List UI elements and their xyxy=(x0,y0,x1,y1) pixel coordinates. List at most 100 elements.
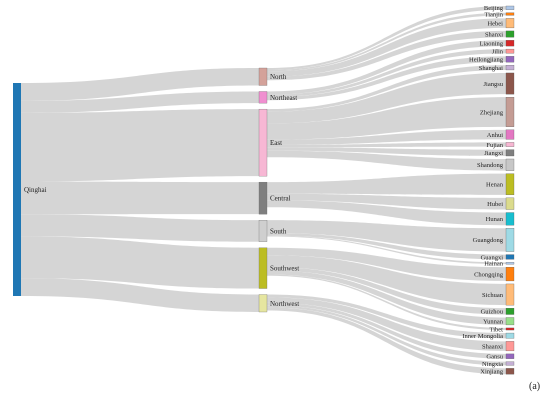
link-northeast-heilongjiang xyxy=(267,56,506,101)
node-south xyxy=(258,220,268,242)
link-east-shanghai xyxy=(267,65,506,112)
node-heilongjiang xyxy=(505,56,515,63)
node-hunan xyxy=(505,212,515,226)
link-east-zhejiang xyxy=(267,97,506,140)
label-central: Central xyxy=(270,195,291,203)
label-qinghai: Qinghai xyxy=(24,186,47,194)
link-qinghai-northwest xyxy=(21,278,259,312)
label-yunnan: Yunnan xyxy=(483,319,504,326)
label-hainan: Hainan xyxy=(484,261,504,268)
node-qinghai xyxy=(13,83,21,296)
node-yunnan xyxy=(505,317,515,326)
label-guangxi: Guangxi xyxy=(481,254,504,261)
link-qinghai-south xyxy=(21,214,259,242)
node-zhejiang xyxy=(505,97,515,127)
node-chongqing xyxy=(505,267,515,282)
label-guizhou: Guizhou xyxy=(481,309,504,316)
label-tibet: Tibet xyxy=(490,326,504,333)
label-north: North xyxy=(270,73,287,81)
link-central-hubei xyxy=(267,193,506,210)
label-jiangsu: Jiangsu xyxy=(484,81,504,88)
node-hebei xyxy=(505,18,515,29)
links-layer xyxy=(21,6,506,375)
link-east-fujian xyxy=(267,142,506,148)
link-northwest-xinjiang xyxy=(267,307,506,375)
label-tianjin: Tianjin xyxy=(484,11,503,18)
node-beijing xyxy=(505,5,515,10)
node-guangdong xyxy=(505,228,515,252)
link-qinghai-central xyxy=(21,181,259,215)
label-inner-mongolia: Inner Mongolia xyxy=(462,333,503,340)
link-qinghai-northeast xyxy=(21,91,259,113)
label-heilongjiang: Heilongjiang xyxy=(469,57,504,64)
label-chongqing: Chongqing xyxy=(474,271,504,278)
node-guizhou xyxy=(505,307,515,315)
label-southwest: Southwest xyxy=(270,265,299,273)
node-fujian xyxy=(505,142,515,147)
node-liaoning xyxy=(505,40,515,47)
link-north-shanxi xyxy=(267,30,506,81)
link-southwest-yunnan xyxy=(267,270,506,325)
label-east: East xyxy=(270,139,282,147)
node-northeast xyxy=(258,91,268,104)
link-southwest-guizhou xyxy=(267,266,506,315)
label-hubei: Hubei xyxy=(487,201,503,208)
node-sichuan xyxy=(505,283,515,306)
node-northwest xyxy=(258,294,268,313)
link-qinghai-east xyxy=(21,109,259,182)
label-shandong: Shandong xyxy=(477,162,504,169)
node-east xyxy=(258,108,268,177)
link-southwest-sichuan xyxy=(267,255,506,306)
link-south-guangxi xyxy=(267,232,506,260)
link-east-shandong xyxy=(267,150,506,171)
label-shanxi: Shanxi xyxy=(485,31,503,38)
node-shaanxi xyxy=(505,341,515,352)
link-east-jiangsu xyxy=(267,72,506,124)
link-northeast-jilin xyxy=(267,49,506,98)
label-fujian: Fujian xyxy=(486,142,503,149)
node-tibet xyxy=(505,327,515,331)
link-south-guangdong xyxy=(267,220,506,252)
link-south-hainan xyxy=(267,235,506,265)
label-ningxia: Ningxia xyxy=(482,361,503,368)
label-shaanxi: Shaanxi xyxy=(482,343,503,350)
label-jiangxi: Jiangxi xyxy=(484,150,503,157)
node-gansu xyxy=(505,353,515,359)
node-jiangsu xyxy=(505,72,515,95)
label-hebei: Hebei xyxy=(487,20,503,27)
panel-label: (a) xyxy=(529,381,540,392)
labels-layer: Qinghai North Northeast East Central South Sou… xyxy=(24,5,504,375)
link-northwest-inner-mongolia xyxy=(267,294,506,339)
node-anhui xyxy=(505,129,515,140)
node-guangxi xyxy=(505,254,515,260)
node-xinjiang xyxy=(505,368,515,375)
link-northeast-liaoning xyxy=(267,40,506,95)
label-sichuan: Sichuan xyxy=(482,292,504,299)
node-shanxi xyxy=(505,30,515,38)
label-gansu: Gansu xyxy=(486,354,503,361)
link-northwest-shaanxi xyxy=(267,297,506,351)
link-central-hunan xyxy=(267,200,506,226)
label-jilin: Jilin xyxy=(492,49,504,56)
node-central xyxy=(258,181,268,215)
node-north xyxy=(258,67,268,86)
node-southwest xyxy=(258,247,268,289)
label-northeast: Northeast xyxy=(270,94,297,102)
link-east-anhui xyxy=(267,129,506,145)
label-hunan: Hunan xyxy=(486,216,504,223)
label-liaoning: Liaoning xyxy=(480,40,504,47)
nodes-layer xyxy=(13,5,515,375)
label-guangdong: Guangdong xyxy=(473,237,504,244)
label-northwest: Northwest xyxy=(270,300,299,308)
label-zhejiang: Zhejiang xyxy=(480,109,504,116)
node-henan xyxy=(505,173,515,196)
link-northwest-gansu xyxy=(267,302,506,359)
node-tianjin xyxy=(505,12,515,16)
link-east-jiangxi xyxy=(267,147,506,156)
node-hainan xyxy=(505,262,515,265)
label-anhui: Anhui xyxy=(487,132,503,139)
node-shanghai xyxy=(505,65,515,71)
link-north-hebei xyxy=(267,18,506,77)
label-south: South xyxy=(270,227,287,235)
